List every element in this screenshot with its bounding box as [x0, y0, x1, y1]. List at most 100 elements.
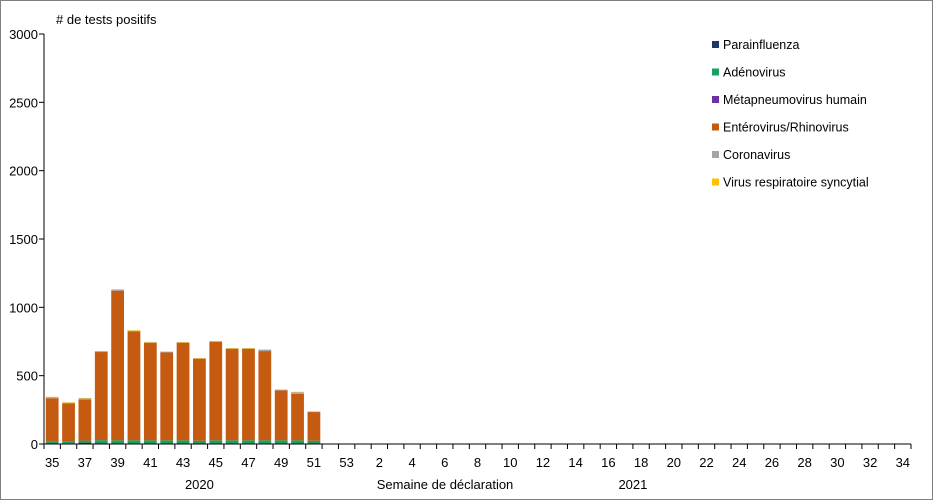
- x-axis-label: Semaine de déclaration: [377, 477, 514, 492]
- bar-segment: [45, 398, 59, 442]
- y-tick-label: 2000: [9, 164, 38, 179]
- bar-segment: [78, 399, 92, 441]
- x-tick-label: 43: [176, 455, 190, 470]
- bar-segment: [94, 351, 108, 353]
- x-tick-label: 2: [376, 455, 383, 470]
- bar-segment: [274, 440, 288, 444]
- x-tick-label: 53: [339, 455, 353, 470]
- bar-segment: [176, 440, 190, 444]
- bar-segment: [209, 341, 223, 342]
- bar-segment: [274, 389, 288, 391]
- bar-segment: [209, 341, 223, 441]
- bar-segment: [225, 348, 239, 349]
- bar-segment: [62, 403, 75, 442]
- bar-segment: [127, 440, 141, 444]
- bar-segment: [274, 389, 288, 390]
- x-tick-label: 10: [503, 455, 517, 470]
- bar-segment: [307, 411, 321, 412]
- bar-segment: [62, 402, 75, 403]
- y-tick-label: 0: [31, 437, 38, 452]
- bar-segment: [62, 402, 75, 404]
- legend-label: Métapneumovirus humain: [723, 93, 867, 107]
- bar-segment: [291, 392, 304, 394]
- bar-segment: [94, 352, 108, 441]
- x-tick-label: 51: [307, 455, 321, 470]
- legend-label: Virus respiratoire syncytial: [723, 176, 869, 190]
- legend-label: Adénovirus: [723, 66, 786, 80]
- bar-segment: [160, 352, 174, 441]
- x-tick-label: 41: [143, 455, 157, 470]
- y-axis: 0 500 1000 1500 2000 2500 3000: [9, 27, 45, 452]
- bar-segment: [291, 391, 304, 393]
- year-label: 2021: [618, 477, 647, 492]
- year-label: 2020: [185, 477, 214, 492]
- bar-segment: [258, 351, 272, 441]
- x-tick-label: 8: [474, 455, 481, 470]
- x-tick-label: 14: [568, 455, 582, 470]
- bar-segment: [127, 331, 141, 441]
- bar-segment: [307, 412, 321, 441]
- bar-segment: [143, 440, 157, 444]
- legend-swatch: [712, 123, 719, 131]
- bar-segment: [111, 290, 124, 441]
- bar-segment: [45, 396, 59, 398]
- bar-segment: [307, 440, 321, 444]
- x-tick-label: 45: [209, 455, 223, 470]
- x-tick-label: 34: [896, 455, 910, 470]
- legend-label: Coronavirus: [723, 148, 790, 162]
- bar-segment: [209, 440, 223, 444]
- x-tick-label: 4: [408, 455, 415, 470]
- y-tick-label: 1500: [9, 232, 38, 247]
- x-axis: 35 37 39 41 43 45 47 49 51 53 2 4 6 8 10 12 14 16 18 20 22 24…: [43, 443, 912, 470]
- bar-segment: [78, 440, 92, 443]
- bar-segment: [242, 348, 255, 349]
- bar-segment: [127, 330, 141, 332]
- bar-segment: [225, 348, 239, 350]
- bar-segment: [193, 440, 206, 444]
- legend-swatch: [712, 41, 719, 48]
- bar-segment: [94, 351, 108, 352]
- bar-segment: [291, 440, 304, 444]
- legend-label: Parainfluenza: [723, 38, 799, 52]
- legend-swatch: [712, 178, 719, 186]
- bar-segment: [160, 351, 174, 353]
- x-tick-label: 12: [536, 455, 550, 470]
- bar-segment: [242, 348, 255, 350]
- x-tick-label: 26: [765, 455, 779, 470]
- legend-label: Entérovirus/Rhinovirus: [723, 121, 849, 135]
- bar-segment: [94, 440, 108, 444]
- x-tick-label: 30: [830, 455, 844, 470]
- bar-segment: [78, 442, 92, 444]
- legend-swatch: [712, 151, 719, 158]
- bar-segment: [258, 440, 272, 444]
- y-tick-label: 3000: [9, 27, 38, 42]
- bar-segment: [193, 358, 206, 359]
- x-tick-label: 35: [45, 455, 59, 470]
- y-axis-label: # de tests positifs: [56, 12, 157, 27]
- legend-swatch: [712, 68, 719, 76]
- x-tick-label: 18: [634, 455, 648, 470]
- bar-segment: [78, 397, 92, 399]
- x-tick-label: 32: [863, 455, 877, 470]
- bar-segment: [45, 441, 59, 444]
- y-tick-label: 500: [16, 369, 38, 384]
- bar-segment: [307, 411, 321, 413]
- x-tick-label: 20: [667, 455, 681, 470]
- x-tick-label: 37: [78, 455, 92, 470]
- bar-segment: [209, 340, 223, 342]
- bar-segment: [78, 398, 92, 400]
- bar-segment: [62, 441, 75, 444]
- bar-segment: [143, 342, 157, 441]
- bar-segment: [176, 342, 190, 344]
- x-tick-label: 16: [601, 455, 615, 470]
- x-tick-label: 49: [274, 455, 288, 470]
- x-tick-label: 47: [241, 455, 255, 470]
- bar-segment: [111, 289, 124, 290]
- bar-segment: [258, 349, 272, 352]
- x-tick-label: 22: [699, 455, 713, 470]
- bar-segment: [160, 351, 174, 352]
- bar-segment: [225, 440, 239, 444]
- x-tick-label: 28: [797, 455, 811, 470]
- bar-segment: [127, 330, 141, 331]
